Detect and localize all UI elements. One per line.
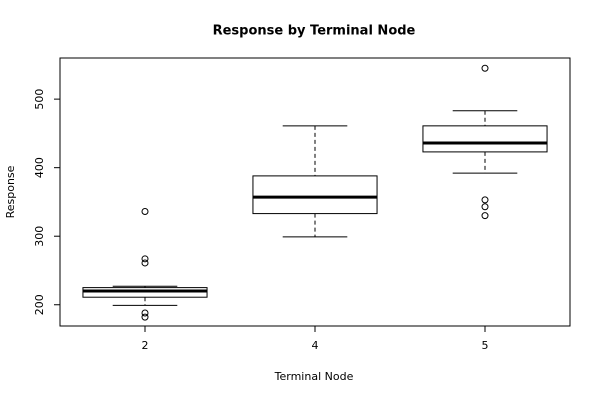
box <box>252 175 378 215</box>
outlier <box>141 255 149 263</box>
outlier <box>481 196 489 204</box>
outlier <box>481 203 489 211</box>
chart-title: Response by Terminal Node <box>213 24 416 39</box>
outlier <box>481 64 489 72</box>
y-axis-label: Response <box>4 165 17 218</box>
y-tick-label: 300 <box>33 226 46 247</box>
box <box>422 125 548 153</box>
x-tick-label: 5 <box>482 339 489 352</box>
y-tick-label: 400 <box>33 157 46 178</box>
outlier <box>141 313 149 321</box>
x-tick-label: 2 <box>142 339 149 352</box>
outlier <box>481 212 489 220</box>
x-tick-label: 4 <box>312 339 319 352</box>
outlier <box>141 309 149 317</box>
outlier <box>141 259 149 267</box>
y-tick-label: 500 <box>33 89 46 110</box>
y-tick-label: 200 <box>33 294 46 315</box>
x-axis-label: Terminal Node <box>274 370 354 383</box>
outlier <box>141 208 149 216</box>
